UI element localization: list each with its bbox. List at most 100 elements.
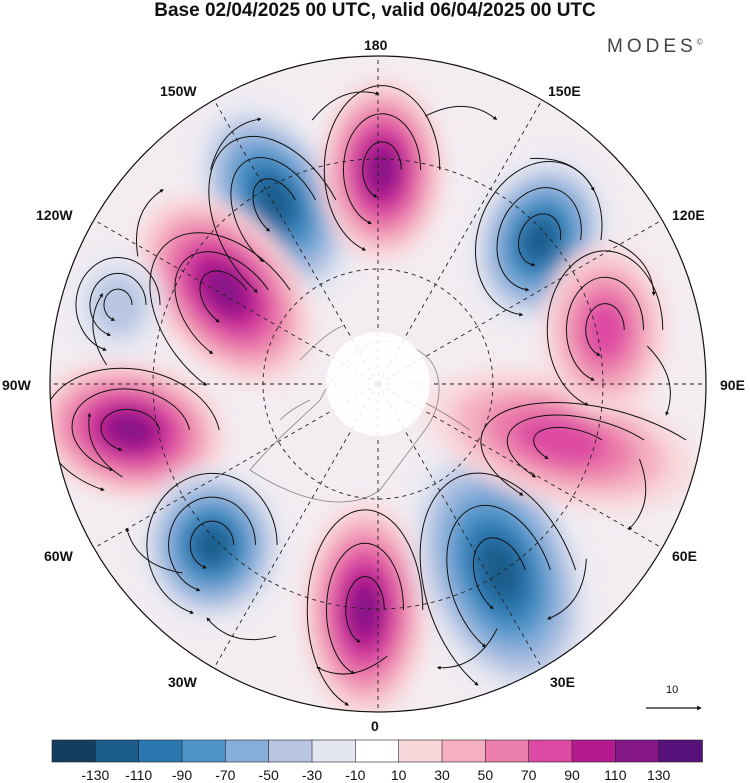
streamline [208, 135, 337, 293]
colorbar-swatch [528, 739, 573, 763]
streamline [199, 270, 248, 323]
meridian-line [93, 383, 379, 549]
streamline [585, 303, 625, 356]
lon-label-30e: 30E [550, 674, 575, 690]
streamline [326, 542, 405, 674]
graticule [50, 56, 706, 712]
colorbar-label: -70 [215, 767, 236, 783]
streamline [472, 537, 526, 610]
colorbar-swatch [615, 739, 660, 763]
streamline [506, 414, 645, 478]
anomaly-contour [349, 583, 381, 637]
lon-label-30w: 30W [168, 674, 197, 690]
anomaly-contour [523, 219, 557, 261]
streamline [89, 272, 147, 337]
streamline [103, 288, 133, 322]
streamline [646, 345, 671, 416]
colorbar-label: -30 [301, 767, 323, 783]
colorbar-swatch [181, 739, 227, 763]
streamline [149, 232, 291, 386]
brand-mark: © [696, 37, 703, 47]
meridian-line [377, 219, 663, 385]
colorbar-label: -50 [258, 767, 279, 783]
anomaly-contour [478, 539, 522, 601]
lon-label-120e: 120E [672, 207, 705, 223]
streamline [546, 250, 664, 406]
map-boundary [49, 55, 707, 713]
streamline [210, 117, 262, 170]
reference-vector-label: 10 [666, 684, 679, 696]
colorbar-swatch [571, 739, 617, 763]
lon-label-60w: 60W [44, 548, 73, 564]
anomaly-contour [89, 273, 147, 337]
colorbar-label: 110 [604, 767, 627, 783]
streamline [311, 91, 380, 121]
lon-label-60e: 60E [672, 548, 697, 564]
streamline [362, 141, 402, 198]
colorbar-swatch [311, 739, 357, 763]
colorbar-label: 70 [520, 767, 537, 783]
colorbar-swatch [398, 739, 443, 763]
meridian-line [377, 383, 543, 669]
colorbar-swatch [95, 739, 140, 763]
streamline [436, 628, 498, 670]
streamline [496, 187, 582, 292]
meridian-line [213, 383, 379, 669]
colorbar-swatch [441, 739, 487, 763]
colorbar-label: -110 [125, 767, 153, 783]
meridian-line [213, 99, 379, 385]
streamline [189, 520, 235, 569]
lon-label-150w: 150W [160, 83, 197, 99]
colorbar-swatch [225, 739, 270, 763]
anomaly-contour [513, 415, 607, 465]
streamline [146, 472, 278, 614]
streamline [628, 458, 647, 531]
streamline [533, 427, 603, 460]
streamline [125, 527, 183, 574]
anomaly-contour [366, 147, 398, 193]
streamline [530, 157, 595, 192]
colorbar-label: 50 [477, 767, 494, 783]
streamline [136, 189, 164, 257]
lon-label-0: 0 [371, 718, 379, 734]
anomaly-contour [256, 176, 294, 224]
lon-label-90w: 90W [2, 377, 31, 393]
colorbar-swatch [138, 739, 183, 763]
anomaly-contour [194, 526, 230, 564]
anomaly-field [50, 78, 695, 712]
meridian-line [377, 383, 663, 549]
streamline [252, 178, 296, 232]
colorbar-swatch [268, 739, 313, 763]
lon-label-150e: 150E [548, 83, 581, 99]
streamline [306, 509, 424, 706]
streamline [92, 293, 108, 366]
colorbar [51, 739, 703, 763]
streamline [608, 239, 656, 296]
lon-label-90e: 90E [720, 377, 745, 393]
coastlines [249, 324, 471, 503]
streamline [75, 257, 161, 351]
streamline [71, 388, 190, 472]
colorbar-swatch [658, 739, 703, 763]
lon-label-120w: 120W [36, 207, 73, 223]
streamline [518, 213, 562, 267]
anomaly-contour [106, 413, 154, 447]
brand-name: MODES [607, 36, 697, 57]
streamline [343, 113, 422, 225]
modes-logo: MODES© [607, 36, 703, 58]
anomaly-contour [583, 300, 627, 360]
colorbar-label: 10 [390, 767, 407, 783]
meridian-line [377, 99, 543, 385]
streamline [230, 157, 317, 263]
streamline [316, 655, 388, 675]
streamline [419, 472, 577, 686]
streamline [174, 251, 269, 355]
colorbar-label: 130 [646, 767, 671, 783]
colorbar-swatch [51, 739, 97, 763]
colorbar-label: -130 [81, 767, 110, 783]
streamline [323, 85, 441, 251]
colorbar-label: -90 [171, 767, 193, 783]
colorbar-swatch [485, 739, 530, 763]
colorbar-label: 90 [564, 767, 580, 783]
